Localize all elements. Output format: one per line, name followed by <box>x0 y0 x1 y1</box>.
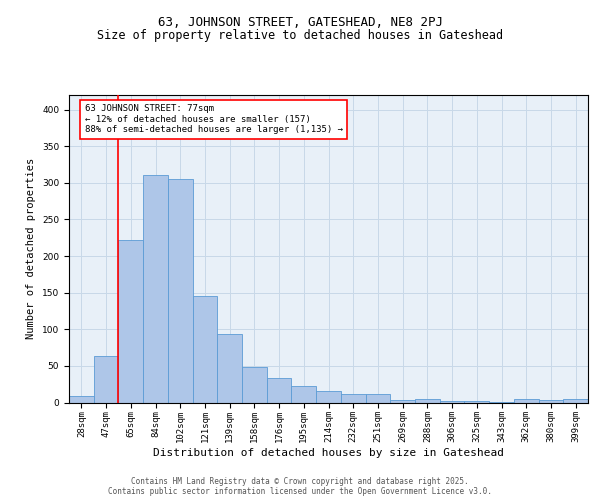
Bar <box>563 399 588 402</box>
Text: Contains HM Land Registry data © Crown copyright and database right 2025.
Contai: Contains HM Land Registry data © Crown c… <box>108 476 492 496</box>
Bar <box>415 399 440 402</box>
Text: 63, JOHNSON STREET, GATESHEAD, NE8 2PJ: 63, JOHNSON STREET, GATESHEAD, NE8 2PJ <box>157 16 443 29</box>
Bar <box>440 401 464 402</box>
Bar <box>217 334 242 402</box>
Bar <box>94 356 118 403</box>
Bar <box>267 378 292 402</box>
Bar <box>365 394 390 402</box>
Text: Size of property relative to detached houses in Gateshead: Size of property relative to detached ho… <box>97 28 503 42</box>
X-axis label: Distribution of detached houses by size in Gateshead: Distribution of detached houses by size … <box>153 448 504 458</box>
Y-axis label: Number of detached properties: Number of detached properties <box>26 158 37 340</box>
Bar <box>390 400 415 402</box>
Bar <box>242 366 267 402</box>
Bar <box>118 240 143 402</box>
Bar <box>69 396 94 402</box>
Bar <box>292 386 316 402</box>
Bar <box>143 175 168 402</box>
Bar <box>539 400 563 402</box>
Bar <box>316 391 341 402</box>
Bar <box>341 394 365 402</box>
Bar <box>514 399 539 402</box>
Bar <box>168 179 193 402</box>
Text: 63 JOHNSON STREET: 77sqm
← 12% of detached houses are smaller (157)
88% of semi-: 63 JOHNSON STREET: 77sqm ← 12% of detach… <box>85 104 343 134</box>
Bar <box>193 296 217 403</box>
Bar <box>464 401 489 402</box>
